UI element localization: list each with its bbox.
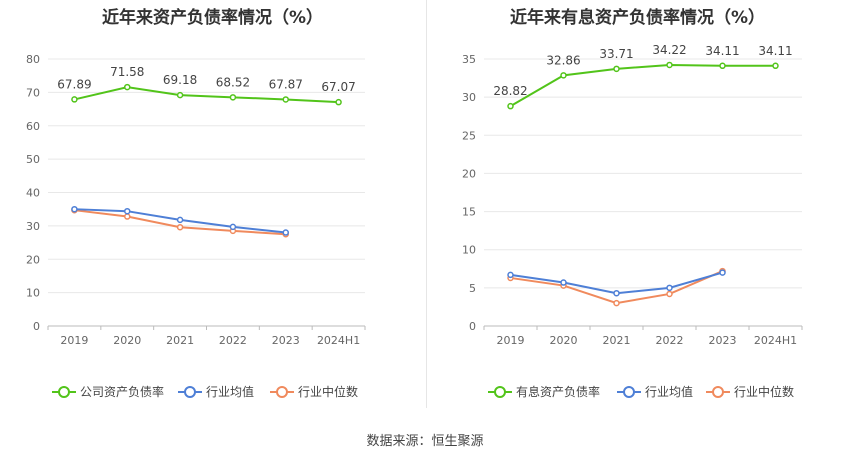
series-line [509, 63, 776, 108]
legend-label: 行业均值 [645, 384, 693, 399]
legend-marker-icon [494, 386, 506, 398]
legend-label: 行业中位数 [734, 384, 794, 399]
data-point [613, 289, 620, 297]
data-label: 69.18 [163, 73, 197, 87]
y-tick-label: 40 [26, 187, 40, 200]
data-point [176, 91, 184, 99]
data-label: 28.82 [493, 84, 527, 98]
data-point [772, 62, 779, 70]
y-tick-label: 5 [469, 282, 476, 295]
x-tick-label: 2024H1 [754, 334, 797, 347]
data-point [507, 102, 514, 110]
legend-label: 行业均值 [206, 384, 254, 399]
left-chart-svg: 0 10 20 30 40 50 60 70 80 2019 2020 2021 2022 2023 202… [26, 53, 366, 399]
x-tick-label: 2019 [497, 334, 525, 347]
y-tick-label: 25 [462, 129, 476, 142]
series-line [74, 86, 339, 104]
data-point [71, 205, 78, 213]
data-point [229, 223, 237, 231]
data-point [719, 269, 726, 276]
data-point [124, 207, 131, 215]
x-tick-label: 2022 [219, 334, 247, 347]
x-tick-label: 2022 [656, 334, 684, 347]
y-tick-label: 10 [462, 244, 476, 257]
data-source-note: 数据来源：恒生聚源 [366, 434, 484, 449]
y-tick-label: 0 [469, 320, 476, 333]
series-line [510, 270, 723, 305]
legend-marker-icon [184, 386, 196, 398]
data-point [613, 299, 620, 307]
data-point [507, 271, 514, 279]
data-label: 67.89 [57, 77, 91, 91]
data-label: 34.11 [705, 44, 739, 58]
data-point [124, 213, 131, 220]
data-point [613, 65, 620, 73]
data-point [719, 62, 726, 70]
x-tick-label: 2019 [60, 334, 88, 347]
legend-label: 公司资产负债率 [80, 384, 164, 399]
data-label: 67.87 [269, 77, 303, 91]
data-label: 32.86 [546, 53, 580, 67]
y-tick-label: 35 [462, 53, 476, 66]
legend-marker-icon [58, 386, 70, 398]
y-tick-label: 0 [33, 320, 40, 333]
data-point [335, 98, 342, 106]
y-tick-label: 20 [462, 167, 476, 180]
legend-marker-icon [623, 386, 635, 398]
data-label: 71.58 [110, 65, 144, 79]
y-tick-label: 30 [26, 220, 40, 233]
data-label: 68.52 [216, 75, 250, 89]
x-tick-label: 2020 [550, 334, 578, 347]
data-point [560, 279, 567, 286]
y-tick-label: 80 [26, 53, 40, 66]
y-tick-label: 70 [26, 86, 40, 99]
data-point [176, 216, 184, 224]
x-tick-label: 2023 [709, 334, 737, 347]
x-tick-label: 2020 [113, 334, 141, 347]
x-tick-label: 2021 [603, 334, 631, 347]
x-tick-label: 2021 [166, 334, 194, 347]
panel-divider [426, 0, 427, 408]
y-tick-label: 15 [462, 206, 476, 219]
right-chart-svg: 0 5 10 15 20 25 30 35 2019 2020 2021 2022 2023 2024H1… [462, 43, 803, 399]
data-point [282, 229, 289, 236]
y-tick-label: 20 [26, 253, 40, 266]
data-point [282, 96, 289, 103]
legend-marker-icon [276, 386, 288, 398]
y-tick-label: 30 [462, 91, 476, 104]
right-chart-title: 近年来有息资产负债率情况（%） [509, 8, 766, 28]
data-point [124, 83, 131, 91]
data-label: 34.22 [652, 43, 686, 57]
data-label: 33.71 [599, 47, 633, 61]
legend-label: 行业中位数 [298, 384, 358, 399]
data-point [666, 284, 673, 292]
y-tick-label: 60 [26, 120, 40, 133]
right-chart-panel: 近年来有息资产负债率情况（%） 0 5 10 15 20 25 30 35 2019 2020 20… [425, 0, 850, 420]
data-point [71, 96, 78, 103]
data-point [560, 72, 567, 79]
data-point [229, 94, 237, 101]
data-point [666, 61, 673, 69]
data-point [666, 290, 673, 298]
x-tick-label: 2024H1 [317, 334, 360, 347]
legend-label: 有息资产负债率 [516, 384, 600, 399]
data-label: 67.07 [321, 80, 355, 94]
y-tick-label: 50 [26, 153, 40, 166]
data-label: 34.11 [758, 44, 792, 58]
data-point [176, 223, 184, 231]
x-tick-label: 2023 [272, 334, 300, 347]
y-tick-label: 10 [26, 287, 40, 300]
left-chart-panel: 近年来资产负债率情况（%） 0 10 20 30 40 50 60 70 80 2019 2020 2… [0, 0, 425, 420]
legend-marker-icon [712, 386, 724, 398]
left-chart-title: 近年来资产负债率情况（%） [101, 8, 324, 28]
